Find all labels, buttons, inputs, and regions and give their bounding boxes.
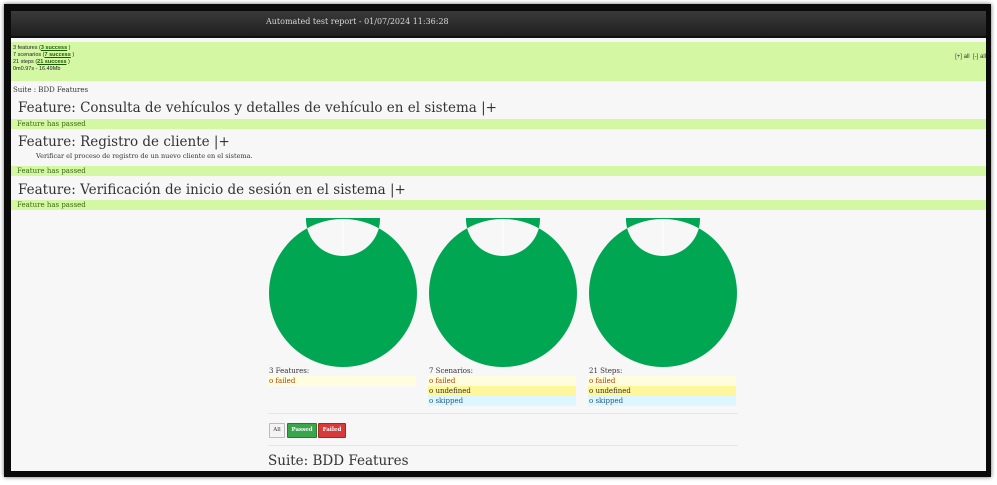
suite-footer-title: Suite: BDD Features bbox=[268, 453, 409, 469]
suite-label: Suite : BDD Features bbox=[13, 86, 89, 94]
scenarios-success-link[interactable]: 7 success bbox=[44, 52, 71, 58]
divider bbox=[268, 413, 738, 414]
feature-status-2: Feature has passed bbox=[11, 166, 986, 176]
summary-timing: 0m0.97s - 16.49Mb bbox=[13, 66, 61, 72]
steps-success-link[interactable]: 21 success bbox=[37, 59, 67, 65]
feature-status-1: Feature has passed bbox=[11, 119, 986, 129]
scenarios-stats: 7 Scenarios: o failed o undefined o skip… bbox=[428, 366, 576, 406]
summary-steps: 21 steps (21 success ) bbox=[13, 59, 70, 65]
steps-stats: 21 Steps: o failed o undefined o skipped bbox=[588, 366, 736, 406]
features-failed-row: o failed bbox=[268, 376, 416, 386]
filter-passed-button[interactable]: Passed bbox=[287, 423, 317, 438]
window-frame: Automated test report - 01/07/2024 11:36… bbox=[4, 4, 991, 477]
slice-passed bbox=[429, 218, 577, 367]
steps-undefined-row: o undefined bbox=[588, 386, 736, 396]
features-donut-chart bbox=[269, 218, 417, 367]
divider bbox=[268, 445, 738, 446]
features-stats: 3 Features: o failed bbox=[268, 366, 416, 386]
summary-features: 3 features (3 success ) bbox=[13, 45, 71, 51]
steps-donut-chart bbox=[589, 218, 737, 367]
filter-failed-button[interactable]: Failed bbox=[318, 423, 346, 438]
steps-failed-row: o failed bbox=[588, 376, 736, 386]
scenarios-failed-row: o failed bbox=[428, 376, 576, 386]
scenarios-donut-chart bbox=[429, 218, 577, 367]
report-title: Automated test report - 01/07/2024 11:36… bbox=[266, 17, 449, 26]
summary-panel: 3 features (3 success ) 7 scenarios (7 s… bbox=[11, 42, 986, 81]
feature-description-2: Verificar el proceso de registro de un n… bbox=[36, 152, 253, 160]
scenarios-undefined-row: o undefined bbox=[428, 386, 576, 396]
steps-skipped-row: o skipped bbox=[588, 396, 736, 406]
slice-passed bbox=[589, 218, 737, 367]
expand-all-link[interactable]: [+] all bbox=[955, 54, 970, 60]
scenarios-skipped-row: o skipped bbox=[428, 396, 576, 406]
expand-collapse-toggles: [+] all [-] all bbox=[955, 54, 986, 60]
report-page: Automated test report - 01/07/2024 11:36… bbox=[11, 11, 986, 471]
scenarios-stats-heading: 7 Scenarios: bbox=[429, 367, 473, 375]
feature-title-2[interactable]: Feature: Registro de cliente |+ bbox=[18, 134, 230, 150]
features-stats-heading: 3 Features: bbox=[269, 367, 310, 375]
summary-scenarios: 7 scenarios (7 success ) bbox=[13, 52, 75, 58]
feature-title-1[interactable]: Feature: Consulta de vehículos y detalle… bbox=[18, 100, 497, 116]
features-success-link[interactable]: 3 success bbox=[40, 45, 68, 51]
slice-passed bbox=[269, 218, 417, 367]
feature-title-3[interactable]: Feature: Verificación de inicio de sesió… bbox=[18, 182, 406, 198]
report-header: Automated test report - 01/07/2024 11:36… bbox=[11, 11, 986, 38]
steps-stats-heading: 21 Steps: bbox=[589, 367, 623, 375]
feature-status-3: Feature has passed bbox=[11, 200, 986, 210]
filter-all-button[interactable]: All bbox=[269, 423, 285, 438]
collapse-all-link[interactable]: [-] all bbox=[972, 54, 986, 60]
